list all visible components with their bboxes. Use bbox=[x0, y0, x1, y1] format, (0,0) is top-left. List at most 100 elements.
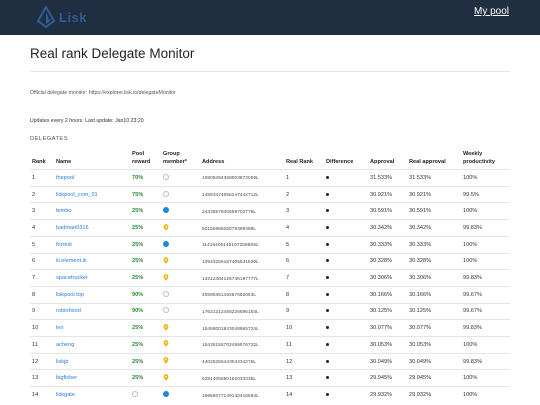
delegates-table: Rank Name Pool reward Group member* Addr… bbox=[30, 149, 510, 404]
delegate-name-link[interactable]: thepool bbox=[54, 169, 130, 187]
delegate-name-link[interactable]: forrest bbox=[54, 235, 130, 254]
cell-address: 10809494368003872009L bbox=[200, 169, 284, 187]
cell-address: 13943256167405531820L bbox=[200, 252, 284, 270]
cell-real-rank: 1 bbox=[284, 169, 324, 187]
cell-group-member bbox=[161, 319, 200, 337]
cell-real-rank: 7 bbox=[284, 269, 324, 287]
cell-approval: 30.342% bbox=[368, 219, 407, 237]
difference-dot-icon bbox=[326, 309, 329, 313]
cell-real-rank: 5 bbox=[284, 235, 324, 254]
cell-weekly-productivity: 100% bbox=[461, 369, 510, 387]
group-member-pin-icon bbox=[163, 223, 169, 231]
group-member-empty-icon bbox=[163, 307, 169, 314]
header-approval: Approval bbox=[370, 158, 395, 165]
header-difference: Difference bbox=[326, 158, 354, 165]
cell-real-rank: 10 bbox=[284, 319, 324, 337]
cell-real-approval: 30.166% bbox=[407, 285, 461, 304]
delegate-name-link[interactable]: liskjp bbox=[54, 352, 130, 370]
cell-difference bbox=[324, 386, 368, 404]
cell-real-approval: 30.077% bbox=[407, 319, 461, 337]
group-member-pin-icon bbox=[163, 340, 169, 348]
cell-approval: 30.333% bbox=[368, 235, 407, 254]
header-address: Address bbox=[202, 158, 225, 165]
cell-rank: 6 bbox=[30, 252, 54, 270]
group-member-pin-icon bbox=[163, 373, 169, 381]
difference-dot-icon bbox=[326, 242, 329, 246]
cell-weekly-productivity: 99.83% bbox=[461, 219, 510, 237]
delegate-name-link[interactable]: leo bbox=[54, 319, 130, 337]
cell-rank: 7 bbox=[30, 269, 54, 287]
delegate-name-link[interactable]: spacetrucker bbox=[54, 269, 130, 287]
delegate-name-link[interactable]: robinhood bbox=[54, 302, 130, 320]
difference-dot-icon bbox=[326, 192, 329, 196]
group-member-blue-icon bbox=[163, 391, 169, 398]
my-pool-link[interactable]: My pool bbox=[473, 6, 509, 17]
cell-difference bbox=[324, 185, 368, 203]
difference-dot-icon bbox=[326, 359, 329, 363]
delegate-name-link[interactable]: liskpool_com_01 bbox=[54, 185, 130, 203]
difference-dot-icon bbox=[326, 175, 329, 179]
cell-difference bbox=[324, 169, 368, 187]
cell-difference bbox=[324, 369, 368, 387]
difference-dot-icon bbox=[326, 292, 329, 296]
group-member-empty-icon bbox=[163, 190, 169, 197]
cell-rank: 10 bbox=[30, 319, 54, 337]
table-row: 7 spacetrucker 25% 14212484126746187777L 7 30… bbox=[30, 269, 510, 287]
cell-difference bbox=[324, 219, 368, 237]
cell-pool-reward: 75% bbox=[130, 185, 161, 203]
delegate-name-link[interactable]: tembo bbox=[54, 202, 130, 220]
table-row: 3 tembo 25% 2433657930558702776L 3 30.591% 30.… bbox=[30, 202, 510, 220]
difference-dot-icon bbox=[326, 259, 329, 263]
cell-address: 14212484126746187777L bbox=[200, 269, 284, 287]
cell-real-approval: 30.333% bbox=[407, 235, 461, 254]
cell-rank: 5 bbox=[30, 235, 54, 254]
cell-weekly-productivity: 99.5% bbox=[461, 185, 510, 203]
page-title: Real rank Delegate Monitor bbox=[30, 46, 195, 61]
difference-dot-icon bbox=[326, 276, 329, 280]
group-member-blue-icon bbox=[163, 207, 169, 214]
cell-real-rank: 8 bbox=[284, 285, 324, 304]
delegate-name-link[interactable]: liskgate bbox=[54, 386, 130, 404]
difference-dot-icon bbox=[326, 209, 329, 213]
cell-real-rank: 13 bbox=[284, 369, 324, 387]
delegate-name-link[interactable]: acheng bbox=[54, 335, 130, 354]
cell-address: 4402625644304434276L bbox=[200, 352, 284, 370]
cell-real-rank: 9 bbox=[284, 302, 324, 320]
cell-weekly-productivity: 100% bbox=[461, 202, 510, 220]
cell-real-approval: 29.945% bbox=[407, 369, 461, 387]
cell-real-approval: 30.053% bbox=[407, 335, 461, 354]
cell-group-member bbox=[161, 202, 200, 220]
cell-real-rank: 2 bbox=[284, 185, 324, 203]
cell-approval: 29.932% bbox=[368, 386, 407, 404]
cell-group-member bbox=[161, 185, 200, 203]
cell-address: 15435155702499576722L bbox=[200, 335, 284, 354]
top-bar: Lisk My pool bbox=[0, 0, 540, 35]
table-row: 12 liskjp 25% 4402625644304434276L 12 30.049%… bbox=[30, 352, 510, 370]
delegate-name-link[interactable]: liskpool.top bbox=[54, 285, 130, 304]
lisk-logo[interactable]: Lisk bbox=[36, 6, 87, 28]
cell-rank: 9 bbox=[30, 302, 54, 320]
cell-real-approval: 30.125% bbox=[407, 302, 461, 320]
cell-pool-reward: 25% bbox=[130, 252, 161, 270]
delegate-name-link[interactable]: badman0316 bbox=[54, 219, 130, 237]
cell-address: 1141640614610725898SL bbox=[200, 235, 284, 254]
delegate-name-link[interactable]: bigfisher bbox=[54, 369, 130, 387]
table-row: 4 badman0316 25% 8015598606079399388L 4 30.34… bbox=[30, 219, 510, 237]
cell-difference bbox=[324, 319, 368, 337]
cell-rank: 1 bbox=[30, 169, 54, 187]
cell-approval: 31.533% bbox=[368, 169, 407, 187]
header-name: Name bbox=[56, 158, 72, 165]
cell-approval: 30.591% bbox=[368, 202, 407, 220]
cell-address: 16856077149140416694L bbox=[200, 386, 284, 404]
cell-group-member bbox=[161, 169, 200, 187]
cell-pool-reward: 90% bbox=[130, 285, 161, 304]
cell-difference bbox=[324, 302, 368, 320]
cell-weekly-productivity: 100% bbox=[461, 235, 510, 254]
cell-weekly-productivity: 99.67% bbox=[461, 285, 510, 304]
table-row: 13 bigfisher 25% 6281405850162033335L 13 29.9… bbox=[30, 369, 510, 387]
table-row: 10 leo 25% 15458001843048965724L 10 30.077% 30… bbox=[30, 319, 510, 337]
cell-real-rank: 12 bbox=[284, 352, 324, 370]
delegate-name-link[interactable]: iii.element.iii bbox=[54, 252, 130, 270]
cell-real-approval: 30.306% bbox=[407, 269, 461, 287]
header-rank: Rank bbox=[32, 158, 46, 165]
